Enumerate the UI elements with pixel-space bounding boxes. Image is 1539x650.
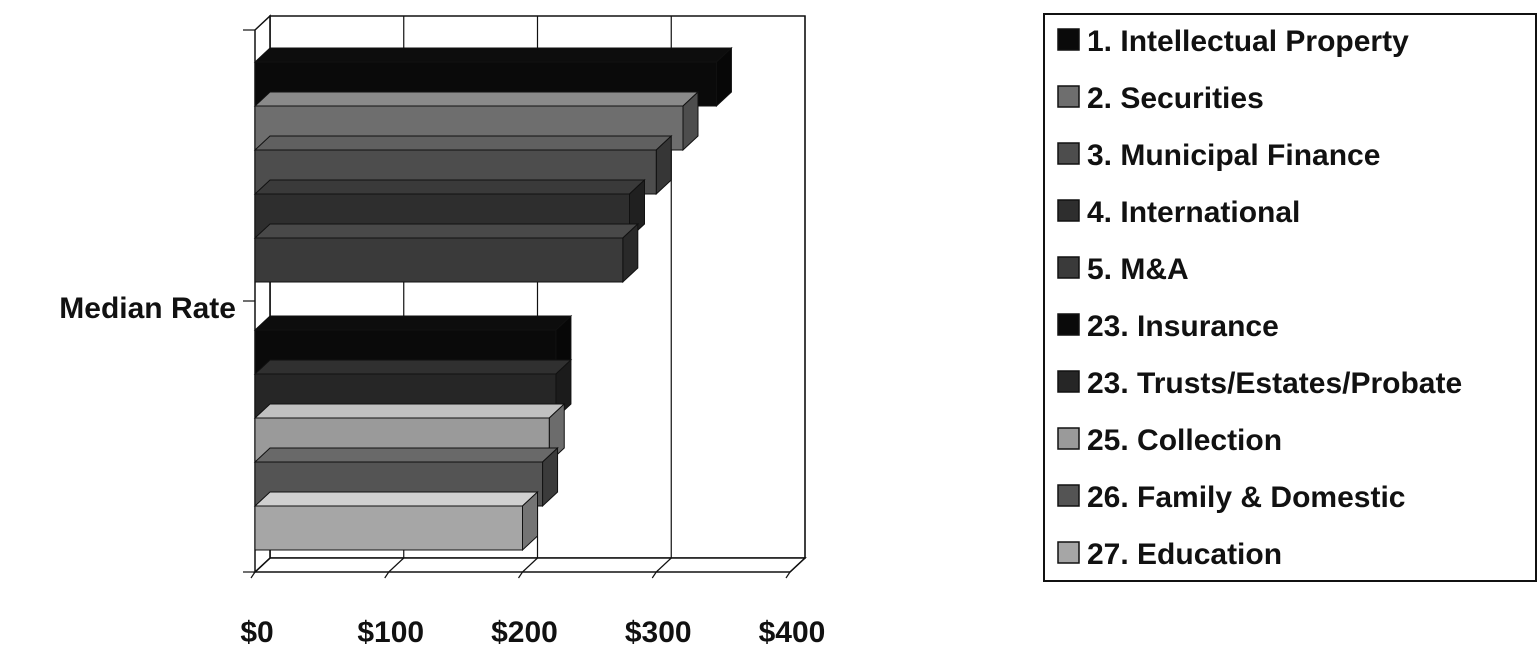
legend-label: 23. Trusts/Estates/Probate: [1087, 367, 1462, 400]
x-tick-label: $100: [357, 616, 424, 649]
legend-item: 25. Collection: [1057, 424, 1282, 457]
legend-item: 2. Securities: [1057, 82, 1264, 115]
x-tick-mark: [785, 571, 791, 579]
legend-item: 5. M&A: [1057, 253, 1189, 286]
bar-top: [253, 315, 573, 331]
bar-top: [253, 135, 673, 151]
x-tick-mark: [250, 571, 256, 579]
legend-item: 26. Family & Domestic: [1057, 481, 1405, 514]
legend-label: 4. International: [1087, 196, 1300, 229]
legend-item: 1. Intellectual Property: [1057, 25, 1409, 58]
legend-swatch: [1057, 85, 1080, 108]
bar-top: [253, 223, 640, 239]
x-tick-mark: [518, 571, 523, 579]
legend-item: 23. Insurance: [1057, 310, 1279, 343]
floor-gridline: [789, 557, 806, 573]
legend-swatch: [1057, 199, 1080, 222]
x-tick-label: $200: [491, 616, 558, 649]
floor-gridline: [388, 557, 405, 573]
floor-gridline: [254, 557, 271, 573]
bar-top: [253, 359, 573, 375]
legend-item: 23. Trusts/Estates/Probate: [1057, 367, 1462, 400]
bar-top: [253, 47, 733, 63]
x-tick-mark: [384, 571, 390, 579]
bar-top: [253, 491, 539, 507]
bar: [253, 490, 539, 552]
legend-label: 2. Securities: [1087, 82, 1264, 115]
bar-top: [253, 179, 646, 195]
bar-front: [254, 505, 523, 551]
legend-swatch: [1057, 370, 1080, 393]
legend-swatch: [1057, 28, 1080, 51]
legend-swatch: [1057, 313, 1080, 336]
legend-label: 25. Collection: [1087, 424, 1282, 457]
legend-label: 26. Family & Domestic: [1087, 481, 1405, 514]
legend-label: 23. Insurance: [1087, 310, 1279, 343]
legend-swatch: [1057, 541, 1080, 564]
legend-label: 1. Intellectual Property: [1087, 25, 1409, 58]
legend-swatch: [1057, 427, 1080, 450]
legend-label: 27. Education: [1087, 538, 1282, 571]
legend-swatch: [1057, 142, 1080, 165]
bar-top: [253, 91, 700, 107]
legend-label: 5. M&A: [1087, 253, 1189, 286]
x-tick-label: $300: [625, 616, 692, 649]
bar-front: [254, 237, 624, 283]
x-tick-label: $0: [240, 616, 273, 649]
legend: 1. Intellectual Property 2. Securities 3. …: [1043, 13, 1537, 582]
x-tick-mark: [651, 571, 657, 579]
legend-item: 3. Municipal Finance: [1057, 139, 1380, 172]
floor-gridline: [655, 557, 672, 573]
bars: [253, 46, 733, 552]
bar-top: [253, 447, 559, 463]
bar-top: [253, 403, 566, 419]
legend-item: 27. Education: [1057, 538, 1282, 571]
legend-box: [1043, 13, 1537, 582]
bar: [253, 222, 640, 284]
legend-swatch: [1057, 256, 1080, 279]
legend-item: 4. International: [1057, 196, 1300, 229]
x-axis-ticks: $0 $100 $200 $300 $400: [240, 616, 825, 649]
x-tick-label: $400: [759, 616, 826, 649]
legend-swatch: [1057, 484, 1080, 507]
legend-label: 3. Municipal Finance: [1087, 139, 1380, 172]
floor-gridline: [522, 557, 538, 573]
y-axis-label: Median Rate: [59, 292, 236, 325]
